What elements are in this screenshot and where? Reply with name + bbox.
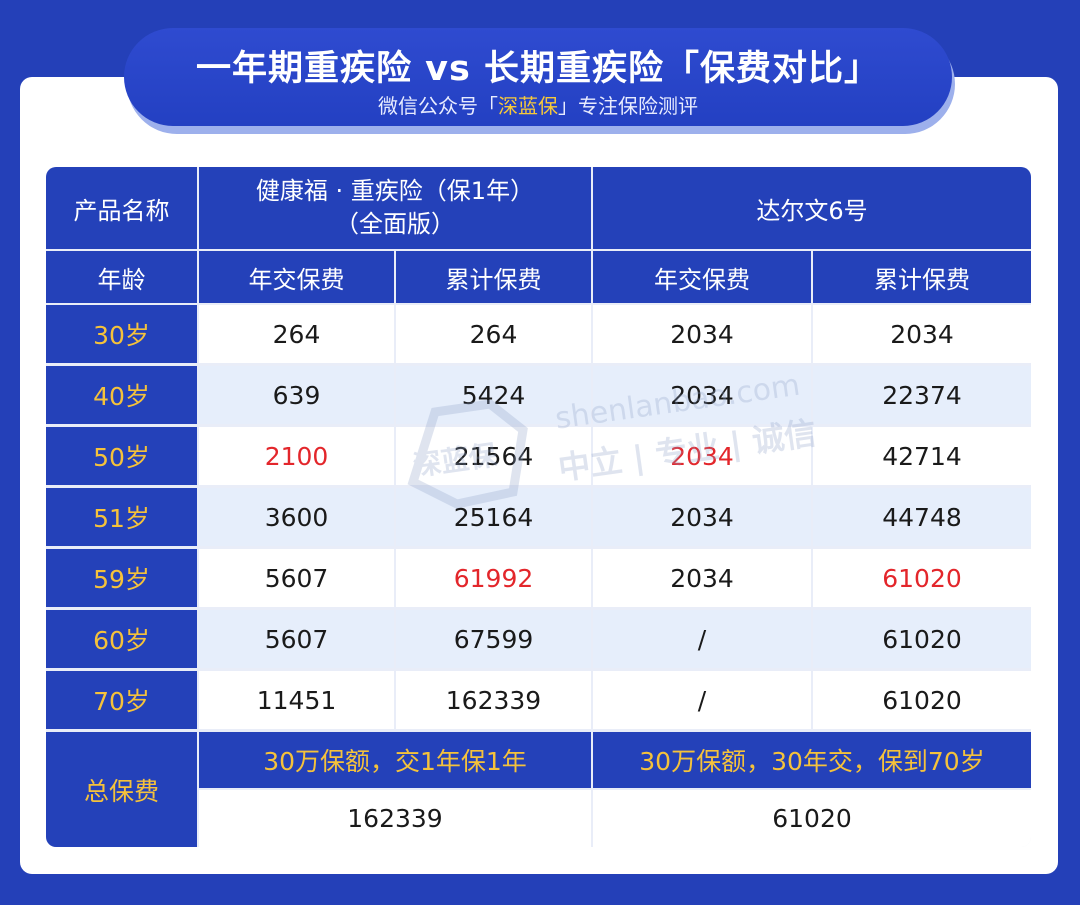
page-subtitle: 微信公众号「深蓝保」专注保险测评 <box>124 90 952 119</box>
p2-annual-header: 年交保费 <box>593 251 811 303</box>
total-premium-label: 总保费 <box>46 732 197 847</box>
table-cell-highlight: 61020 <box>813 549 1031 607</box>
p2-total-header: 累计保费 <box>813 251 1031 303</box>
page-title: 一年期重疾险 vs 长期重疾险「保费对比」 <box>195 49 881 89</box>
table-cell: 264 <box>199 305 394 363</box>
table-cell: 5607 <box>199 549 394 607</box>
table-cell: / <box>593 671 811 729</box>
table-cell: 639 <box>199 366 394 424</box>
age-header: 年龄 <box>46 251 197 303</box>
table-cell: 2034 <box>593 366 811 424</box>
subtitle-suffix: 」专注保险测评 <box>558 94 698 118</box>
product2-header: 达尔文6号 <box>593 167 1031 249</box>
table-cell: 21564 <box>396 427 591 485</box>
table-cell: 2034 <box>593 305 811 363</box>
age-cell: 60岁 <box>46 610 197 668</box>
table-cell: 2034 <box>593 549 811 607</box>
p2-total-premium: 61020 <box>593 790 1031 847</box>
table-cell: 44748 <box>813 488 1031 546</box>
p1-annual-header: 年交保费 <box>199 251 394 303</box>
age-cell: 40岁 <box>46 366 197 424</box>
age-cell: 50岁 <box>46 427 197 485</box>
p2-terms: 30万保额，30年交，保到70岁 <box>593 732 1031 788</box>
p1-total-header: 累计保费 <box>396 251 591 303</box>
table-cell: 5424 <box>396 366 591 424</box>
product1-name: 健康福 · 重疾险（保1年） <box>255 177 535 205</box>
table-cell: 264 <box>396 305 591 363</box>
table-cell: 22374 <box>813 366 1031 424</box>
premium-comparison-table: 产品名称 健康福 · 重疾险（保1年） （全面版） 达尔文6号 年龄 年交保费 … <box>46 167 1031 847</box>
table-cell: 5607 <box>199 610 394 668</box>
p1-terms: 30万保额，交1年保1年 <box>199 732 591 788</box>
age-cell: 51岁 <box>46 488 197 546</box>
table-cell-highlight: 61992 <box>396 549 591 607</box>
table-cell: 11451 <box>199 671 394 729</box>
table-cell: 3600 <box>199 488 394 546</box>
age-cell: 70岁 <box>46 671 197 729</box>
p1-total-premium: 162339 <box>199 790 591 847</box>
table-cell: 42714 <box>813 427 1031 485</box>
subtitle-prefix: 微信公众号「 <box>378 94 498 118</box>
product1-header: 健康福 · 重疾险（保1年） （全面版） <box>199 167 591 249</box>
table-cell: 67599 <box>396 610 591 668</box>
age-cell: 59岁 <box>46 549 197 607</box>
table-cell-highlight: 2034 <box>593 427 811 485</box>
table-cell: 61020 <box>813 610 1031 668</box>
age-cell: 30岁 <box>46 305 197 363</box>
table-cell-highlight: 2100 <box>199 427 394 485</box>
table-cell: 25164 <box>396 488 591 546</box>
subtitle-brand: 深蓝保 <box>498 94 558 118</box>
table-cell: 61020 <box>813 671 1031 729</box>
product-name-header: 产品名称 <box>46 167 197 249</box>
table-cell: 2034 <box>813 305 1031 363</box>
table-cell: 2034 <box>593 488 811 546</box>
table-cell: / <box>593 610 811 668</box>
title-banner: 一年期重疾险 vs 长期重疾险「保费对比」 微信公众号「深蓝保」专注保险测评 <box>124 28 952 126</box>
product1-edition: （全面版） <box>335 210 455 238</box>
table-cell: 162339 <box>396 671 591 729</box>
